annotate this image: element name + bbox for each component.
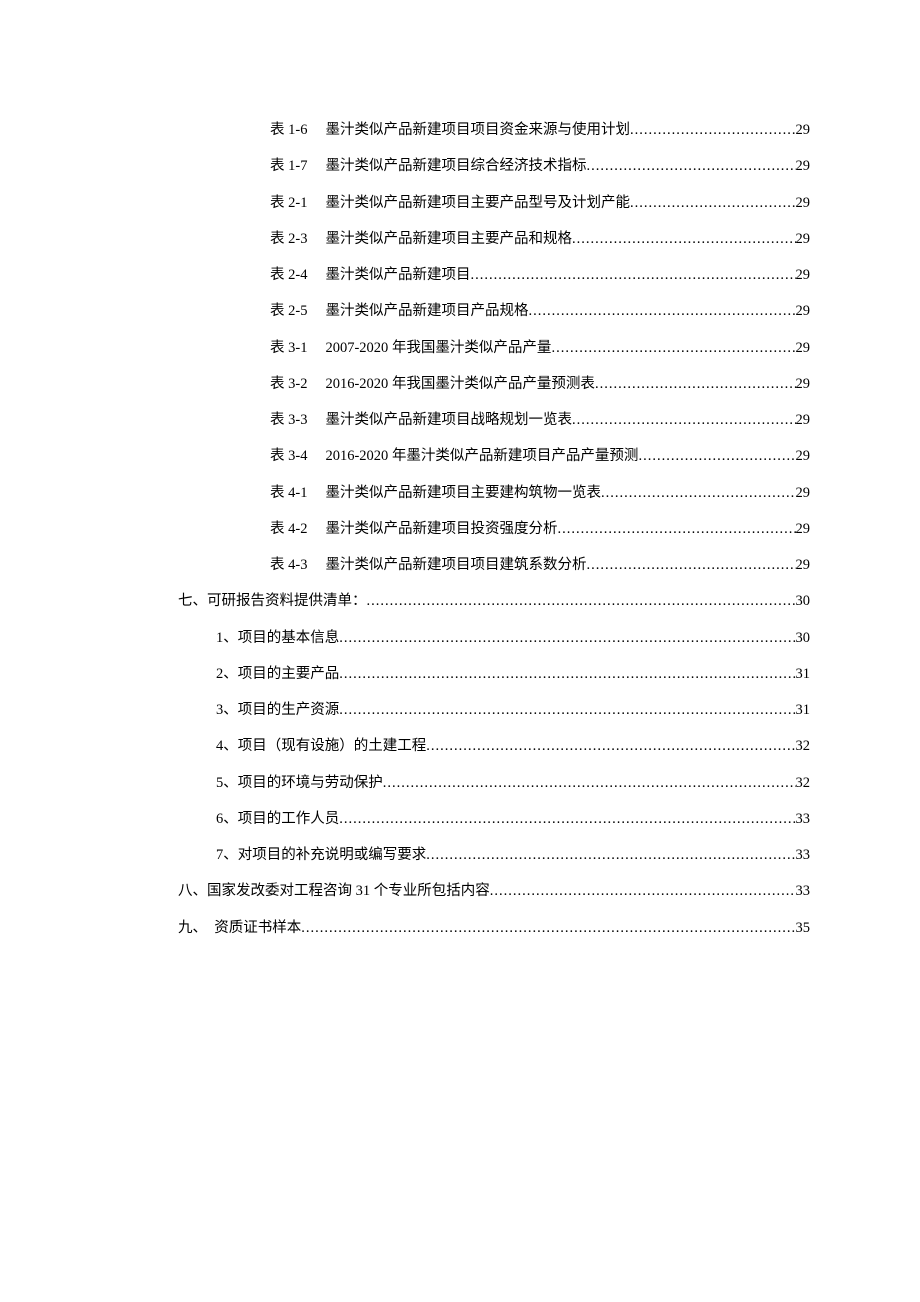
toc-pagenum: 29 [796, 366, 811, 402]
toc-leader [470, 257, 795, 293]
toc-label: 表 3-3墨汁类似产品新建项目战略规划一览表 [270, 402, 572, 438]
toc-leader [630, 112, 796, 148]
toc-entry: 表 3-12007-2020 年我国墨汁类似产品产量 29 [110, 330, 810, 366]
toc-label: 7、对项目的补充说明或编写要求 [216, 837, 426, 873]
toc-leader [586, 148, 795, 184]
toc-entry: 表 3-3墨汁类似产品新建项目战略规划一览表 29 [110, 402, 810, 438]
toc-leader [339, 801, 795, 837]
toc-entry: 3、项目的生产资源 31 [110, 692, 810, 728]
toc-pagenum: 29 [796, 438, 811, 474]
toc-pagenum: 30 [796, 583, 811, 619]
toc-leader [638, 438, 795, 474]
toc-leader [301, 910, 795, 946]
toc-label: 表 4-1墨汁类似产品新建项目主要建构筑物一览表 [270, 475, 601, 511]
toc-pagenum: 33 [796, 801, 811, 837]
toc-label: 表 3-22016-2020 年我国墨汁类似产品产量预测表 [270, 366, 595, 402]
toc-entry: 表 2-5墨汁类似产品新建项目产品规格 29 [110, 293, 810, 329]
toc-entry: 7、对项目的补充说明或编写要求 33 [110, 837, 810, 873]
toc-label: 表 4-3墨汁类似产品新建项目项目建筑系数分析 [270, 547, 586, 583]
toc-leader [528, 293, 795, 329]
toc-section-heading: 九、 资质证书样本 35 [110, 910, 810, 946]
toc-pagenum: 29 [796, 221, 811, 257]
toc-leader [426, 837, 795, 873]
toc-label: 表 3-12007-2020 年我国墨汁类似产品产量 [270, 330, 551, 366]
toc-entry: 2、项目的主要产品 31 [110, 656, 810, 692]
toc-leader [551, 330, 795, 366]
toc-pagenum: 32 [796, 765, 811, 801]
toc-label: 表 2-4墨汁类似产品新建项目 [270, 257, 470, 293]
toc-entry: 表 3-22016-2020 年我国墨汁类似产品产量预测表 29 [110, 366, 810, 402]
toc-leader [367, 583, 796, 619]
toc-entry: 5、项目的环境与劳动保护 32 [110, 765, 810, 801]
toc-pagenum: 29 [796, 185, 811, 221]
toc-leader [595, 366, 796, 402]
toc-pagenum: 29 [796, 257, 811, 293]
document-page: 表 1-6墨汁类似产品新建项目项目资金来源与使用计划 29 表 1-7墨汁类似产… [0, 0, 920, 946]
toc-pagenum: 31 [796, 692, 811, 728]
toc-section-heading: 八、国家发改委对工程咨询 31 个专业所包括内容 33 [110, 873, 810, 909]
toc-label: 3、项目的生产资源 [216, 692, 339, 728]
toc-label: 6、项目的工作人员 [216, 801, 339, 837]
toc-leader [630, 185, 796, 221]
toc-entry: 6、项目的工作人员 33 [110, 801, 810, 837]
toc-leader [601, 475, 796, 511]
toc-label: 八、国家发改委对工程咨询 31 个专业所包括内容 [178, 873, 490, 909]
toc-label: 九、 资质证书样本 [178, 910, 301, 946]
toc-leader [586, 547, 795, 583]
toc-entry: 表 3-42016-2020 年墨汁类似产品新建项目产品产量预测 29 [110, 438, 810, 474]
toc-pagenum: 32 [796, 728, 811, 764]
toc-label: 2、项目的主要产品 [216, 656, 339, 692]
toc-entry: 表 4-3墨汁类似产品新建项目项目建筑系数分析 29 [110, 547, 810, 583]
toc-pagenum: 29 [796, 293, 811, 329]
toc-pagenum: 29 [796, 148, 811, 184]
toc-pagenum: 29 [796, 112, 811, 148]
toc-pagenum: 35 [796, 910, 811, 946]
toc-pagenum: 29 [796, 402, 811, 438]
toc-label: 4、项目（现有设施）的土建工程 [216, 728, 426, 764]
toc-label: 1、项目的基本信息 [216, 620, 339, 656]
toc-pagenum: 31 [796, 656, 811, 692]
toc-pagenum: 30 [796, 620, 811, 656]
toc-entry: 表 1-6墨汁类似产品新建项目项目资金来源与使用计划 29 [110, 112, 810, 148]
toc-label: 表 3-42016-2020 年墨汁类似产品新建项目产品产量预测 [270, 438, 638, 474]
toc-entry: 表 2-3墨汁类似产品新建项目主要产品和规格 29 [110, 221, 810, 257]
toc-entry: 1、项目的基本信息 30 [110, 620, 810, 656]
toc-label: 表 1-7墨汁类似产品新建项目综合经济技术指标 [270, 148, 586, 184]
toc-label: 表 2-3墨汁类似产品新建项目主要产品和规格 [270, 221, 572, 257]
toc-label: 表 4-2墨汁类似产品新建项目投资强度分析 [270, 511, 557, 547]
toc-label: 表 2-1墨汁类似产品新建项目主要产品型号及计划产能 [270, 185, 630, 221]
toc-leader [557, 511, 795, 547]
toc-label: 5、项目的环境与劳动保护 [216, 765, 383, 801]
toc-leader [490, 873, 796, 909]
toc-entry: 4、项目（现有设施）的土建工程 32 [110, 728, 810, 764]
toc-pagenum: 29 [796, 511, 811, 547]
toc-entry: 表 2-1墨汁类似产品新建项目主要产品型号及计划产能 29 [110, 185, 810, 221]
toc-pagenum: 29 [796, 475, 811, 511]
toc-leader [339, 620, 795, 656]
toc-entry: 表 1-7墨汁类似产品新建项目综合经济技术指标 29 [110, 148, 810, 184]
toc-section-heading: 七、可研报告资料提供清单： 30 [110, 583, 810, 619]
toc-leader [426, 728, 795, 764]
toc-label: 七、可研报告资料提供清单： [178, 583, 367, 619]
toc-label: 表 2-5墨汁类似产品新建项目产品规格 [270, 293, 528, 329]
toc-pagenum: 29 [796, 547, 811, 583]
toc-entry: 表 2-4墨汁类似产品新建项目 29 [110, 257, 810, 293]
toc-leader [383, 765, 796, 801]
toc-entry: 表 4-2墨汁类似产品新建项目投资强度分析 29 [110, 511, 810, 547]
toc-leader [572, 221, 796, 257]
toc-leader [339, 692, 795, 728]
toc-label: 表 1-6墨汁类似产品新建项目项目资金来源与使用计划 [270, 112, 630, 148]
toc-pagenum: 29 [796, 330, 811, 366]
toc-leader [572, 402, 796, 438]
toc-entry: 表 4-1墨汁类似产品新建项目主要建构筑物一览表 29 [110, 475, 810, 511]
toc-leader [339, 656, 795, 692]
toc-pagenum: 33 [796, 837, 811, 873]
toc-pagenum: 33 [796, 873, 811, 909]
